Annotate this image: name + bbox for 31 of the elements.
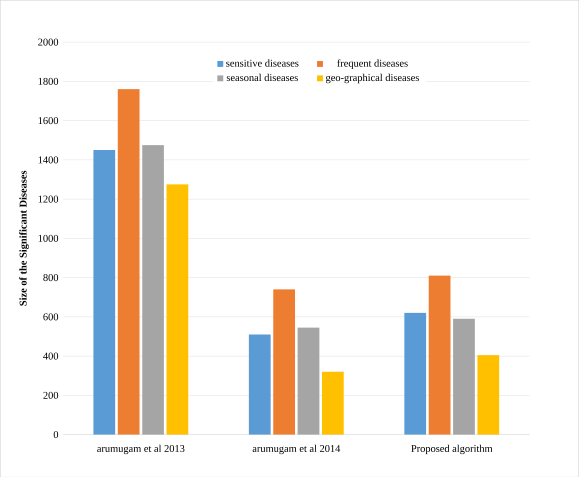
x-tick-label: Proposed algorithm	[411, 444, 492, 454]
bar	[142, 144, 164, 434]
bar	[298, 327, 320, 434]
y-tick-label: 1200	[38, 195, 58, 202]
x-tick-label: arumugam et al 2014	[252, 444, 340, 454]
y-tick-label: 0	[54, 430, 58, 438]
bar	[322, 372, 344, 434]
bar	[477, 354, 500, 434]
y-tick-label: 1800	[38, 78, 58, 85]
y-tick-label: 1600	[38, 116, 58, 124]
legend-label: geo-graphical diseases	[326, 74, 419, 84]
legend-label: seasonal diseases	[226, 74, 298, 81]
bar	[93, 150, 116, 434]
bar	[428, 275, 450, 434]
bar	[118, 89, 140, 434]
y-tick-label: 2000	[38, 38, 58, 46]
y-tick-label: 1400	[38, 156, 58, 164]
bar	[453, 318, 475, 434]
x-tick-label: arumugam et al 2013	[97, 444, 184, 454]
y-tick-label: 800	[43, 274, 58, 281]
y-tick-label: 1000	[38, 234, 58, 242]
y-tick-label: 400	[43, 352, 58, 360]
bar	[248, 334, 271, 434]
y-tick-label: 600	[43, 313, 58, 320]
bar	[273, 289, 296, 434]
bar	[166, 184, 188, 434]
legend-label: frequent diseases	[337, 59, 408, 69]
legend-label: sensitive diseases	[226, 59, 298, 67]
y-tick-label: 200	[43, 392, 58, 399]
bar	[404, 312, 426, 434]
y-axis-title: Size of the Significant Diseases	[19, 170, 29, 306]
